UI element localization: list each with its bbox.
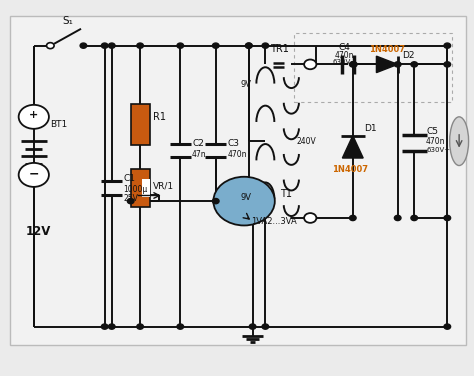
Circle shape <box>394 215 401 221</box>
Text: 25V: 25V <box>124 194 138 203</box>
Text: C1: C1 <box>124 174 136 183</box>
Ellipse shape <box>450 117 469 165</box>
Circle shape <box>411 215 418 221</box>
Circle shape <box>212 199 219 204</box>
Text: 1N4007: 1N4007 <box>369 45 405 54</box>
Circle shape <box>137 43 144 48</box>
Bar <box>294 33 452 102</box>
Text: VR/1: VR/1 <box>154 182 174 191</box>
Circle shape <box>46 42 54 49</box>
Circle shape <box>101 324 108 329</box>
Circle shape <box>444 324 451 329</box>
Circle shape <box>128 199 134 204</box>
Text: 9V: 9V <box>240 80 251 89</box>
Circle shape <box>444 215 451 221</box>
FancyBboxPatch shape <box>143 179 150 197</box>
Circle shape <box>137 324 144 329</box>
Text: T1: T1 <box>280 189 292 199</box>
Text: D1: D1 <box>365 124 377 133</box>
Circle shape <box>18 105 49 129</box>
Circle shape <box>246 43 252 48</box>
Text: 47n: 47n <box>192 150 207 159</box>
Circle shape <box>213 177 275 226</box>
Text: 470n: 470n <box>335 50 354 59</box>
FancyBboxPatch shape <box>131 169 150 207</box>
Text: C5: C5 <box>426 127 438 136</box>
Circle shape <box>444 62 451 67</box>
Circle shape <box>350 62 357 67</box>
Text: 470n: 470n <box>228 150 247 159</box>
Circle shape <box>262 43 269 48</box>
Circle shape <box>411 62 418 67</box>
Text: +: + <box>29 110 38 120</box>
Circle shape <box>304 59 317 69</box>
FancyBboxPatch shape <box>131 104 150 145</box>
Circle shape <box>212 43 219 48</box>
Text: 630V~: 630V~ <box>332 59 356 65</box>
Circle shape <box>304 213 317 223</box>
Circle shape <box>177 324 183 329</box>
Text: 1VA2...3VA: 1VA2...3VA <box>251 217 297 226</box>
Text: 9V: 9V <box>240 193 251 202</box>
Text: D2: D2 <box>402 50 415 59</box>
Text: C2: C2 <box>192 138 204 147</box>
Circle shape <box>249 324 256 329</box>
Circle shape <box>18 163 49 187</box>
Polygon shape <box>342 136 363 158</box>
Circle shape <box>109 324 115 329</box>
Circle shape <box>349 215 356 221</box>
Text: 470n: 470n <box>426 136 446 146</box>
Circle shape <box>444 43 451 48</box>
Text: 240V: 240V <box>296 136 316 146</box>
Text: 12V: 12V <box>26 224 51 238</box>
Circle shape <box>80 43 87 48</box>
Text: R1: R1 <box>154 112 166 122</box>
FancyBboxPatch shape <box>10 16 466 345</box>
Text: S₁: S₁ <box>63 16 73 26</box>
Circle shape <box>262 324 269 329</box>
Text: −: − <box>28 168 39 180</box>
Circle shape <box>177 43 183 48</box>
Circle shape <box>349 62 356 67</box>
Text: BT1: BT1 <box>50 120 68 129</box>
Circle shape <box>101 43 108 48</box>
Text: C3: C3 <box>228 138 239 147</box>
Circle shape <box>109 43 115 48</box>
Polygon shape <box>376 56 398 73</box>
Circle shape <box>394 62 401 67</box>
Text: 1000μ: 1000μ <box>124 185 148 194</box>
Circle shape <box>246 43 252 48</box>
Text: C4: C4 <box>338 43 350 52</box>
Text: 630V~: 630V~ <box>426 147 450 153</box>
Text: TR1: TR1 <box>270 44 289 55</box>
Text: 1N4007: 1N4007 <box>332 165 368 174</box>
